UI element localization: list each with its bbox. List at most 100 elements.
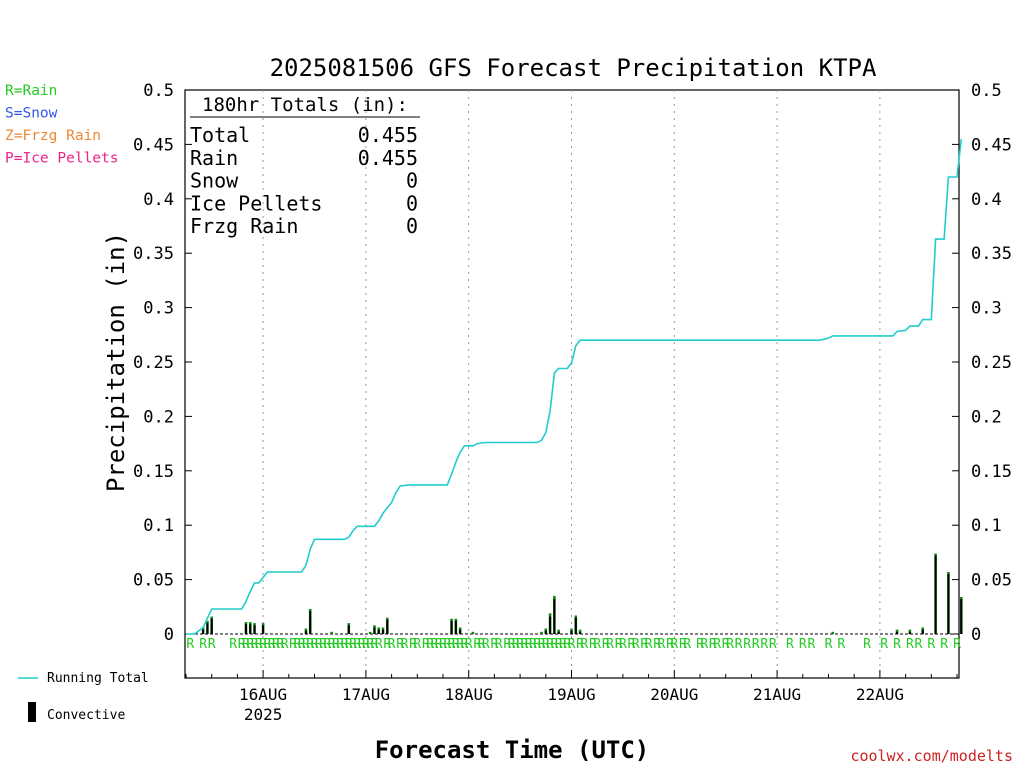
precip-type-marker: R [658, 637, 666, 652]
convective-bar [377, 629, 380, 634]
y-tick-label: 0.45 [133, 135, 174, 155]
series-legend: Running Total Convective [18, 671, 149, 723]
precip-type-marker: R [670, 637, 678, 652]
precip-type-marker: R [726, 637, 734, 652]
y-tick-label: 0.25 [133, 353, 174, 373]
precip-type-marker: R [349, 637, 357, 652]
precip-type-marker: R [323, 637, 331, 652]
precip-type-marker: R [409, 637, 417, 652]
precip-type-marker: R [563, 637, 571, 652]
precip-type-marker: R [679, 637, 687, 652]
y-tick-label: 0.3 [143, 299, 174, 319]
precip-bar [330, 631, 333, 634]
precip-type-legend-item: R=Rain [5, 83, 57, 99]
totals-row-value: 0 [406, 214, 418, 238]
precip-type-marker: R [255, 637, 263, 652]
y-tick-label: 0.4 [971, 190, 1002, 210]
convective-bar [386, 619, 389, 634]
precip-type-marker: R [306, 637, 314, 652]
convective-bar [549, 616, 552, 634]
totals-header: 180hr Totals (in): [202, 94, 408, 116]
precip-type-marker: R [371, 637, 379, 652]
precip-type-legend: R=Rain S=Snow Z=Frzg Rain P=Ice Pellets [5, 83, 119, 167]
totals-row-label: Frzg Rain [190, 214, 298, 238]
precip-type-marker: R [311, 637, 319, 652]
y-axis-label: Precipitation (in) [102, 232, 130, 492]
precip-type-marker: R [915, 637, 923, 652]
totals-row-value: 0 [406, 191, 418, 215]
convective-bar [347, 625, 350, 634]
precip-type-marker: R [465, 637, 473, 652]
x-tick-label: 17AUG [342, 685, 390, 704]
convective-bar [908, 631, 911, 634]
totals-box: 180hr Totals (in): Total 0.455 Rain 0.455 Sn… [190, 94, 420, 238]
precip-type-marker: R [426, 637, 434, 652]
y-axis-right: 0 0.05 0.1 0.15 0.2 0.25 0.3 0.35 0.4 0.45 0.5 [952, 81, 1012, 645]
precip-type-marker: R [927, 637, 935, 652]
precip-bar [540, 631, 543, 634]
precip-type-marker: R [538, 637, 546, 652]
totals-row-value: 0.455 [358, 123, 418, 147]
convective-bar [544, 630, 547, 634]
precip-type-marker: R [482, 637, 490, 652]
running-total-series [186, 138, 963, 635]
y-tick-label: 0.45 [971, 135, 1012, 155]
precip-type-marker: R [448, 637, 456, 652]
x-axis-label: Forecast Time (UTC) [375, 736, 650, 764]
y-tick-label: 0.35 [133, 244, 174, 264]
precip-bar [471, 631, 475, 634]
precip-type-marker: R [953, 637, 961, 652]
precip-type-marker: R [568, 637, 576, 652]
precip-type-marker: R [332, 637, 340, 652]
precip-type-legend-item: P=Ice Pellets [5, 151, 119, 167]
y-tick-label: 0.35 [971, 244, 1012, 264]
precip-type-marker: R [735, 637, 743, 652]
precip-type-marker: R [863, 637, 871, 652]
y-tick-label: 0.4 [143, 190, 174, 210]
precip-type-marker: R [653, 637, 661, 652]
precip-type-marker: R [576, 637, 584, 652]
y-tick-label: 0.5 [143, 81, 174, 101]
precip-type-marker: R [353, 637, 361, 652]
convective-bar [921, 629, 924, 634]
precip-type-marker: R [525, 637, 533, 652]
precip-type-marker: R [302, 637, 310, 652]
precip-type-marker: R [246, 637, 254, 652]
precip-type-marker: R [550, 637, 558, 652]
precip-type-marker: R [593, 637, 601, 652]
precip-type-marker: R [516, 637, 524, 652]
x-tick-sublabel: 2025 [244, 705, 283, 724]
precip-type-marker: R [503, 637, 511, 652]
y-tick-label: 0 [164, 625, 174, 645]
precip-type-marker: R [713, 637, 721, 652]
precip-type-marker: R [366, 637, 374, 652]
precip-type-marker: R [375, 637, 383, 652]
convective-bar [210, 618, 213, 634]
totals-row-label: Ice Pellets [190, 191, 322, 215]
convective-bar [262, 625, 265, 634]
convective-bar [373, 627, 376, 634]
y-tick-label: 0 [971, 625, 981, 645]
precip-type-legend-item: Z=Frzg Rain [5, 128, 101, 144]
convective-bar [244, 624, 247, 634]
precip-type-marker: R [490, 637, 498, 652]
precip-type-marker: R [315, 637, 323, 652]
precip-type-marker: R [251, 637, 259, 652]
precip-type-marker: R [602, 637, 610, 652]
y-tick-label: 0.2 [143, 407, 174, 427]
precip-type-marker: R [336, 637, 344, 652]
credit-text: coolwx.com/modelts [850, 747, 1013, 765]
precip-type-marker: R [341, 637, 349, 652]
precip-type-marker: R [645, 637, 653, 652]
precip-type-marker: R [760, 637, 768, 652]
precip-type-marker: R [281, 637, 289, 652]
precip-type-marker: R [628, 637, 636, 652]
precip-type-marker: R [837, 637, 845, 652]
precip-type-marker: R [533, 637, 541, 652]
precip-type-marker: R [319, 637, 327, 652]
convective-legend-label: Convective [47, 708, 125, 723]
precip-type-marker: R [542, 637, 550, 652]
precip-type-marker: R [473, 637, 481, 652]
